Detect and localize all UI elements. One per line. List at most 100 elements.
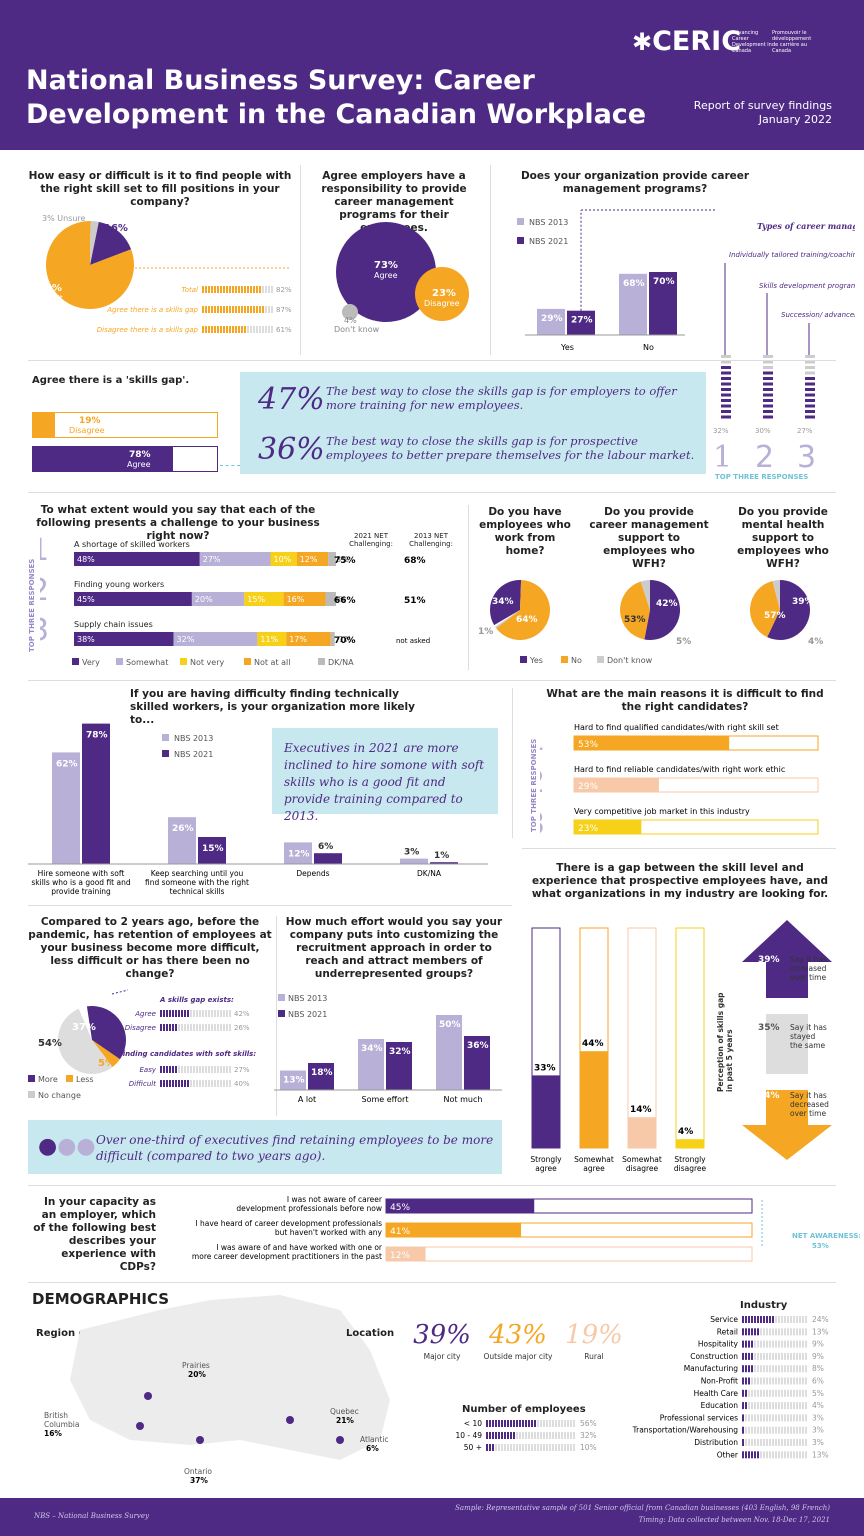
q3-stack-tick bbox=[805, 366, 815, 369]
challenge-legend-label: Not at all bbox=[254, 658, 291, 667]
cdp-net-label: NET AWARENESS: bbox=[792, 1232, 860, 1240]
challenge-net-2013: 68% bbox=[404, 556, 426, 566]
tick-mark bbox=[781, 1402, 783, 1410]
tick-mark bbox=[751, 1439, 753, 1446]
tick-mark bbox=[561, 1420, 563, 1427]
tick-mark bbox=[790, 1377, 792, 1385]
tick-mark bbox=[178, 1066, 180, 1073]
tick-mark bbox=[555, 1432, 557, 1439]
tick-mark bbox=[519, 1432, 521, 1439]
tick-mark bbox=[805, 1439, 807, 1446]
tick-mark bbox=[226, 286, 228, 293]
tick-mark bbox=[187, 1080, 189, 1087]
challenge-segment bbox=[74, 632, 174, 646]
tick-mark bbox=[504, 1432, 506, 1439]
tick-mark bbox=[751, 1340, 753, 1348]
challenge-net-2021: 75% bbox=[334, 556, 356, 566]
reasons-bar-fill bbox=[574, 820, 642, 834]
tick-mark bbox=[781, 1340, 783, 1348]
tick-mark bbox=[247, 286, 249, 293]
q3-stack-tick bbox=[721, 355, 731, 358]
q2-dk-pct: 4% bbox=[344, 316, 357, 325]
tick-mark bbox=[754, 1328, 756, 1336]
q3-stack-tick bbox=[805, 382, 815, 386]
reasons-item-label: Hard to find reliable candidates/with ri… bbox=[574, 765, 785, 774]
tick-mark bbox=[784, 1377, 786, 1385]
tick-mark bbox=[751, 1414, 753, 1422]
q3-yes-label: Yes bbox=[560, 343, 574, 352]
tick-mark bbox=[220, 1066, 222, 1073]
tick-mark bbox=[193, 1080, 195, 1087]
wfh-yes-slice bbox=[490, 580, 522, 626]
challenge-segment bbox=[330, 632, 335, 646]
q3-stack-tick bbox=[805, 399, 815, 402]
tick-mark bbox=[217, 1024, 219, 1031]
tick-mark bbox=[772, 1328, 774, 1336]
q2-agree-circle bbox=[336, 222, 436, 322]
cdp-item-label: development professionals before now bbox=[236, 1204, 382, 1213]
q3-question: Does your organization provide career ma… bbox=[520, 170, 750, 195]
tick-mark bbox=[790, 1316, 792, 1323]
tick-mark bbox=[802, 1377, 804, 1385]
q1-easy-label: Easy bbox=[104, 234, 123, 243]
tick-mark bbox=[769, 1340, 771, 1348]
tick-mark bbox=[757, 1340, 759, 1348]
tick-mark bbox=[763, 1389, 765, 1397]
industry-value: 9% bbox=[812, 1340, 824, 1349]
industry-label: Distribution bbox=[694, 1438, 738, 1447]
tick-mark bbox=[226, 1024, 228, 1031]
q3-stack-tick bbox=[763, 382, 773, 386]
q3-stack-tick bbox=[721, 415, 731, 419]
tick-mark bbox=[181, 1066, 183, 1073]
industry-value: 3% bbox=[812, 1413, 824, 1422]
tick-mark bbox=[510, 1420, 512, 1427]
tick-mark bbox=[748, 1402, 750, 1410]
tick-mark bbox=[742, 1426, 744, 1434]
tick-mark bbox=[235, 326, 237, 333]
arrow-value: 35% bbox=[758, 1023, 780, 1033]
industry-value: 3% bbox=[812, 1426, 824, 1435]
tick-mark bbox=[271, 306, 273, 313]
tick-mark bbox=[244, 306, 246, 313]
tick-mark bbox=[763, 1340, 765, 1348]
challenge-segment bbox=[74, 592, 192, 606]
tick-mark bbox=[232, 306, 234, 313]
wfh-pie bbox=[620, 580, 680, 640]
q3-top-num-2: 2 bbox=[755, 440, 774, 475]
challenge-segment-label: 20% bbox=[195, 595, 213, 604]
tick-mark bbox=[495, 1420, 497, 1427]
ret-row-label: Easy bbox=[139, 1066, 156, 1074]
location-stat: 19% Rural bbox=[565, 1320, 623, 1361]
challenge-rank: 2 bbox=[40, 573, 49, 608]
tick-mark bbox=[181, 1024, 183, 1031]
tick-mark bbox=[778, 1451, 780, 1459]
tick-mark bbox=[790, 1426, 792, 1434]
tick-mark bbox=[751, 1389, 753, 1397]
tick-mark bbox=[775, 1414, 777, 1422]
q3-bar bbox=[537, 308, 565, 335]
q1-row-label: Agree there is a skills gap bbox=[106, 306, 198, 314]
tech-bar-2021 bbox=[82, 723, 110, 864]
challenge-segment-label: 11% bbox=[260, 635, 278, 644]
tick-mark bbox=[745, 1377, 747, 1385]
ret-legend-swatch bbox=[28, 1075, 35, 1082]
industry-chart: Service 24% Retail 13% Hospitality 9% Construc… bbox=[632, 1315, 829, 1459]
tick-mark bbox=[543, 1420, 545, 1427]
tick-mark bbox=[775, 1389, 777, 1397]
effort-category-label: A lot bbox=[298, 1095, 316, 1104]
tech-category-label: skills who is a good fit and bbox=[31, 878, 130, 887]
q3-stack-tick bbox=[805, 355, 815, 358]
tick-mark bbox=[169, 1010, 171, 1017]
tick-mark bbox=[784, 1316, 786, 1323]
effort-bar-2021 bbox=[464, 1036, 490, 1090]
tick-mark bbox=[796, 1451, 798, 1459]
tick-mark bbox=[757, 1389, 759, 1397]
tick-mark bbox=[265, 306, 267, 313]
challenge-rank: 3 bbox=[40, 613, 49, 648]
tick-mark bbox=[766, 1402, 768, 1410]
tick-mark bbox=[537, 1420, 539, 1427]
gap-callout: 47% The best way to close the skills gap… bbox=[240, 372, 706, 474]
tick-mark bbox=[253, 326, 255, 333]
tick-mark bbox=[184, 1066, 186, 1073]
tick-mark bbox=[751, 1365, 753, 1373]
